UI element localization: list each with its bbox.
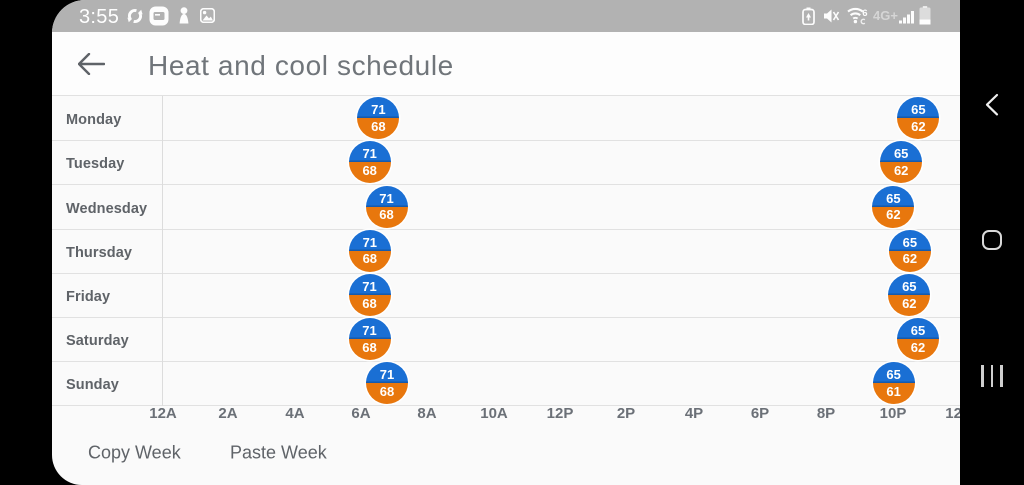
svg-text:6: 6 bbox=[862, 8, 867, 19]
